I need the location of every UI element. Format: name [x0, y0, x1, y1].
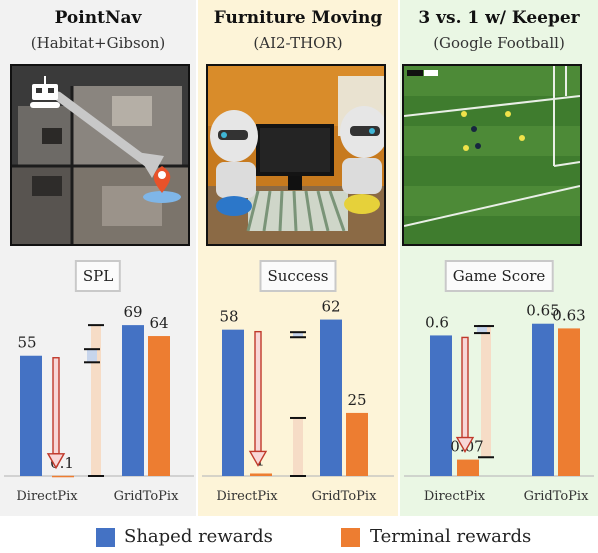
bar-directpix-terminal	[52, 475, 74, 478]
drop-arrow-shaft	[52, 357, 60, 455]
metric-label: Game Score	[444, 260, 554, 292]
data-label-directpix-shaped: 0.6	[425, 313, 449, 331]
data-label-gridtopix-shaped: 0.65	[526, 302, 559, 320]
legend-swatch-terminal	[341, 528, 360, 547]
panel-title: 3 vs. 1 w/ Keeper	[418, 8, 580, 28]
legend-label-shaped: Shaped rewards	[124, 526, 273, 547]
chart-success: 5816225DirectPixGridToPix	[202, 298, 394, 504]
data-label-gridtopix-terminal: 25	[347, 391, 366, 409]
bar-directpix-terminal	[457, 459, 479, 476]
scene-image-living-room	[206, 64, 386, 246]
bar-directpix-shaped	[222, 329, 244, 476]
category-label-gridtopix: GridToPix	[312, 489, 377, 504]
scene-image-football-pitch	[402, 64, 582, 246]
category-label-directpix: DirectPix	[16, 489, 78, 504]
legend-swatch-shaped	[96, 528, 115, 547]
data-label-directpix-shaped: 58	[219, 308, 238, 326]
shaped-range-band	[87, 349, 97, 363]
data-label-gridtopix-shaped: 69	[123, 303, 142, 321]
data-label-gridtopix-terminal: 64	[149, 314, 168, 332]
panel-subtitle: (Google Football)	[433, 34, 565, 52]
data-label-gridtopix-shaped: 62	[321, 298, 340, 316]
drop-arrow-head	[248, 450, 268, 467]
category-label-directpix: DirectPix	[216, 489, 278, 504]
drop-arrow-head	[455, 436, 475, 454]
bar-gridtopix-terminal	[558, 328, 580, 476]
shaped-range-band	[293, 332, 303, 338]
bar-gridtopix-shaped	[122, 325, 144, 476]
terminal-range-band	[293, 417, 303, 476]
legend: Shaped rewards Terminal rewards	[0, 522, 598, 553]
category-label-directpix: DirectPix	[424, 489, 486, 504]
drop-arrow-shaft	[254, 330, 262, 453]
bar-gridtopix-terminal	[148, 336, 170, 476]
data-label-gridtopix-terminal: 0.63	[552, 306, 585, 324]
drop-arrow-shaft	[461, 336, 469, 439]
category-label-gridtopix: GridToPix	[114, 489, 179, 504]
shaped-range-band	[477, 326, 487, 334]
panel-subtitle: (AI2-THOR)	[253, 34, 343, 52]
drop-arrow-head	[46, 453, 66, 470]
panel-title: PointNav	[54, 8, 142, 28]
panel-subtitle: (Habitat+Gibson)	[30, 34, 166, 52]
bar-gridtopix-shaped	[320, 319, 342, 476]
panel-pointnav: PointNav (Habitat+Gibson) SPL	[0, 0, 196, 516]
metric-label: Success	[259, 260, 337, 292]
bar-gridtopix-shaped	[532, 323, 554, 476]
legend-label-terminal: Terminal rewards	[370, 526, 532, 547]
bar-directpix-terminal	[250, 473, 272, 476]
terminal-range-band	[481, 326, 491, 458]
bar-gridtopix-terminal	[346, 412, 368, 476]
bar-directpix-shaped	[430, 335, 452, 476]
terminal-range-band	[91, 325, 101, 476]
scene-image-floorplan	[10, 64, 190, 246]
category-label-gridtopix: GridToPix	[524, 489, 589, 504]
metric-label: SPL	[74, 260, 122, 292]
bar-directpix-shaped	[20, 355, 42, 476]
panel-google-football: 3 vs. 1 w/ Keeper (Google Football) G	[400, 0, 598, 516]
panel-title: Furniture Moving	[213, 8, 383, 28]
data-label-directpix-shaped: 55	[17, 334, 36, 352]
